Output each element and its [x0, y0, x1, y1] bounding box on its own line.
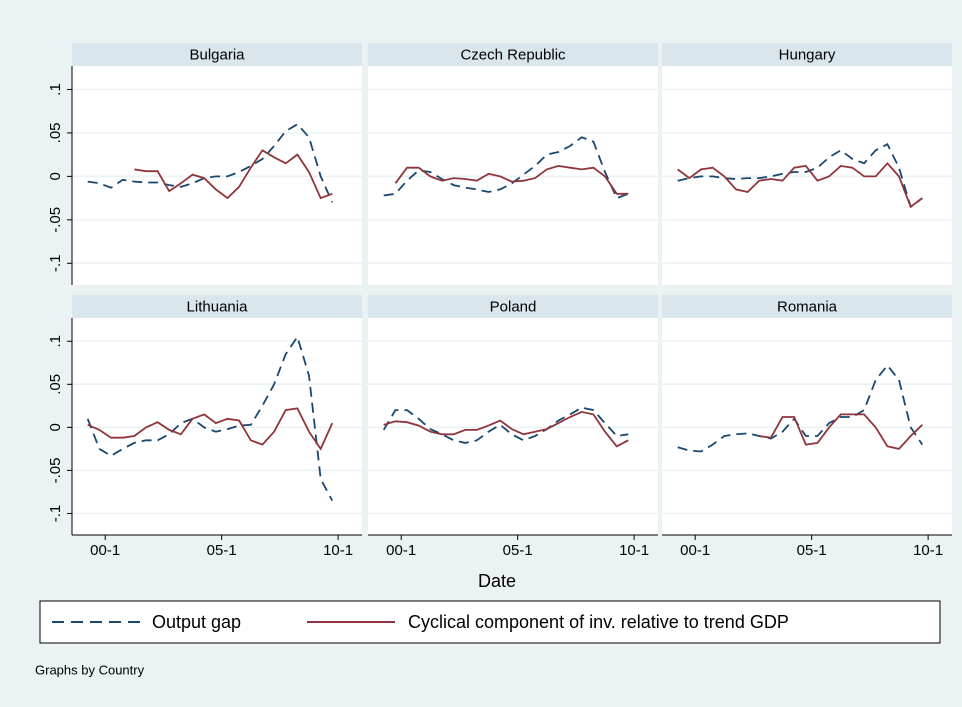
- y-tick-label: .05: [47, 374, 64, 395]
- panel-header: [72, 295, 362, 318]
- panel-header: [368, 295, 658, 318]
- legend-label: Cyclical component of inv. relative to t…: [408, 612, 789, 632]
- series-line: [677, 363, 924, 453]
- x-tick-label: 00-1: [386, 542, 416, 559]
- series-line: [87, 123, 334, 203]
- legend-label: Output gap: [152, 612, 241, 632]
- series-line: [134, 149, 333, 200]
- plot-area: [662, 66, 952, 285]
- panel-title: Lithuania: [187, 298, 249, 315]
- y-tick-label: .1: [47, 83, 64, 96]
- x-tick-label: 10-1: [619, 542, 649, 559]
- series-line: [759, 413, 923, 450]
- panel-header: [368, 43, 658, 66]
- plot-area: [368, 66, 658, 285]
- series-line: [382, 406, 629, 444]
- x-tick-label: 00-1: [680, 542, 710, 559]
- x-tick-label: 05-1: [503, 542, 533, 559]
- x-tick-label: 05-1: [207, 542, 237, 559]
- series-line: [677, 161, 923, 209]
- panel-title: Bulgaria: [189, 46, 245, 63]
- plot-area: [368, 318, 658, 535]
- y-tick-label: -.1: [47, 255, 64, 273]
- panel-header: [662, 295, 952, 318]
- x-tick-label: 10-1: [323, 542, 353, 559]
- panel-title: Poland: [490, 298, 537, 315]
- y-tick-label: -.05: [47, 457, 64, 483]
- panel-title: Hungary: [779, 46, 836, 63]
- panel-title: Romania: [777, 298, 838, 315]
- series-line: [677, 142, 923, 209]
- x-tick-label: 00-1: [90, 542, 120, 559]
- plot-area: [662, 318, 952, 535]
- panel-header: [662, 43, 952, 66]
- y-tick-label: 0: [47, 172, 64, 180]
- y-tick-label: .05: [47, 122, 64, 143]
- legend: [39, 600, 941, 644]
- series-line: [87, 407, 334, 451]
- x-tick-label: 05-1: [797, 542, 827, 559]
- y-tick-label: -.1: [47, 505, 64, 523]
- y-tick-label: -.05: [47, 207, 64, 233]
- panel-header: [72, 43, 362, 66]
- y-tick-label: 0: [47, 423, 64, 431]
- y-tick-label: .1: [47, 335, 64, 348]
- x-tick-label: 10-1: [913, 542, 943, 559]
- panel-title: Czech Republic: [460, 46, 566, 63]
- series-line: [383, 410, 629, 448]
- note: Graphs by Country: [35, 662, 145, 677]
- plot-area: [72, 318, 362, 535]
- series-line: [86, 334, 334, 502]
- x-axis-title: Date: [478, 571, 516, 591]
- series-line: [394, 164, 629, 195]
